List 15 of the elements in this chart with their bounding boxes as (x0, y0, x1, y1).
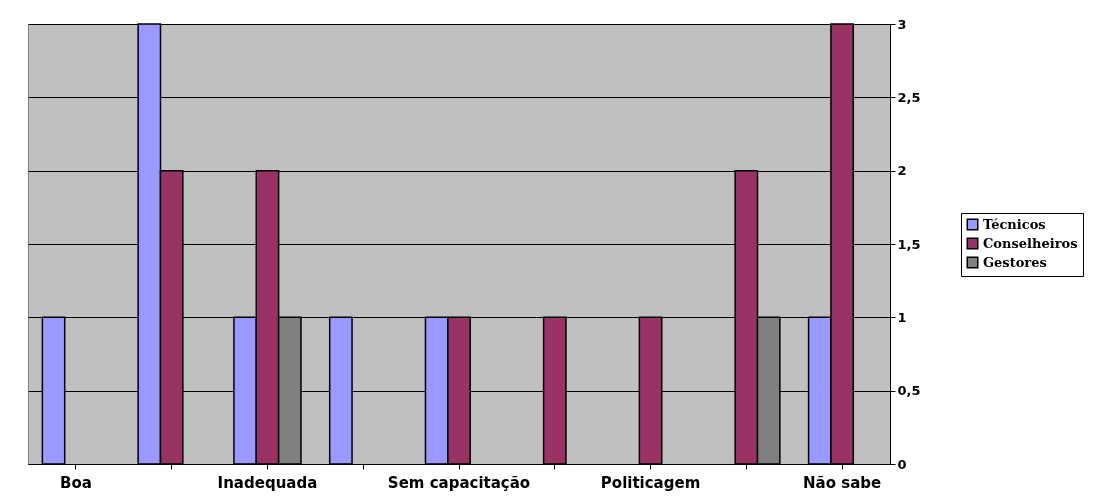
x-tick-label: Sem capacitação (387, 473, 531, 492)
x-tick-label: Não sabe (803, 473, 882, 492)
x-tick-label: Politicagem (600, 473, 701, 492)
x-tick-label: Boa (59, 473, 92, 492)
y-tick-label: 1,5 (897, 236, 921, 252)
y-tick-label: 3 (897, 16, 907, 32)
y-tick-label: 2,5 (897, 89, 921, 105)
legend-label: Gestores (983, 254, 1047, 270)
y-tick-label: 0,5 (897, 383, 921, 399)
legend-label: Técnicos (983, 216, 1046, 232)
legend-label: Conselheiros (983, 235, 1078, 251)
x-tick-label: Inadequada (217, 473, 318, 492)
y-tick-label: 1 (897, 309, 907, 325)
y-tick-label: 2 (897, 163, 907, 179)
y-tick-label: 0 (897, 456, 907, 472)
